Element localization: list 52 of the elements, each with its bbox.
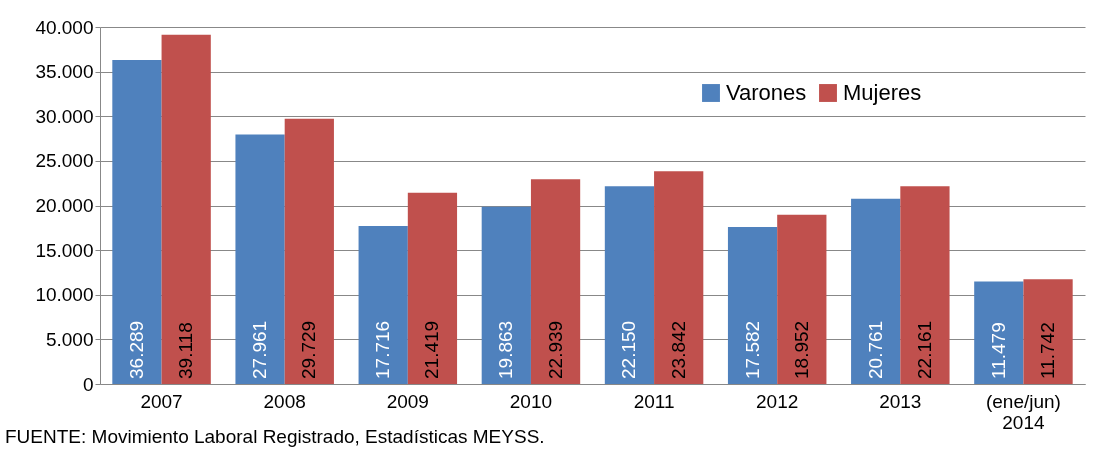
bar	[358, 225, 408, 384]
bar	[530, 179, 581, 384]
bar	[407, 192, 458, 384]
bar	[777, 214, 827, 384]
y-tick-label: 20.000	[35, 195, 94, 216]
x-tick-label: 2009	[386, 390, 429, 412]
data-label: 19.863	[495, 320, 517, 379]
x-tick-label: 2011	[633, 390, 675, 412]
bar	[161, 34, 211, 384]
y-tick-label: 0	[82, 373, 94, 395]
source-note: FUENTE: Movimiento Laboral Registrado, Estadísticas MEYSS.	[5, 426, 545, 447]
x-tick-label: 2012	[756, 390, 799, 412]
y-tick-label: 5.000	[45, 328, 94, 350]
data-label: 27.961	[249, 320, 271, 379]
bar	[727, 227, 778, 384]
legend-label: Mujeres	[843, 80, 922, 105]
bar	[235, 134, 285, 384]
bar	[284, 118, 334, 384]
data-label: 11.479	[987, 322, 1009, 379]
data-label: 39.118	[175, 322, 197, 379]
bar	[974, 281, 1024, 384]
data-label: 22.939	[544, 320, 566, 379]
y-tick-label: 10.000	[35, 284, 94, 306]
data-label: 20.761	[864, 320, 886, 379]
bar	[851, 198, 901, 384]
data-label: 17.716	[372, 320, 394, 379]
y-tick-label: 25.000	[35, 150, 94, 172]
bar	[112, 60, 162, 384]
bar	[481, 206, 531, 384]
data-label: 36.289	[125, 320, 147, 379]
bar	[604, 186, 655, 384]
y-tick-label: 30.000	[35, 105, 94, 127]
bar	[1023, 279, 1073, 384]
y-tick-label: 35.000	[35, 61, 94, 83]
x-tick-label: 2010	[509, 390, 553, 412]
data-label: 23.842	[667, 320, 689, 379]
y-tick-label: 15.000	[35, 239, 94, 261]
x-tick-label: 2013	[879, 390, 922, 412]
data-label: 11.742	[1037, 322, 1059, 379]
data-label: 18.952	[790, 320, 812, 379]
data-label: 29.729	[298, 320, 320, 379]
x-tick-label: (ene/jun) 2014	[985, 390, 1061, 433]
y-tick-label: 40.000	[35, 16, 94, 38]
x-tick-label: 2007	[140, 390, 183, 412]
data-label: 22.161	[913, 320, 935, 379]
data-label: 22.150	[618, 320, 640, 379]
bar	[900, 186, 950, 384]
legend-label: Varones	[726, 80, 807, 105]
data-label: 17.582	[741, 320, 763, 379]
bar	[654, 171, 704, 384]
data-label: 21.419	[421, 320, 443, 379]
x-tick-label: 2008	[263, 390, 306, 412]
